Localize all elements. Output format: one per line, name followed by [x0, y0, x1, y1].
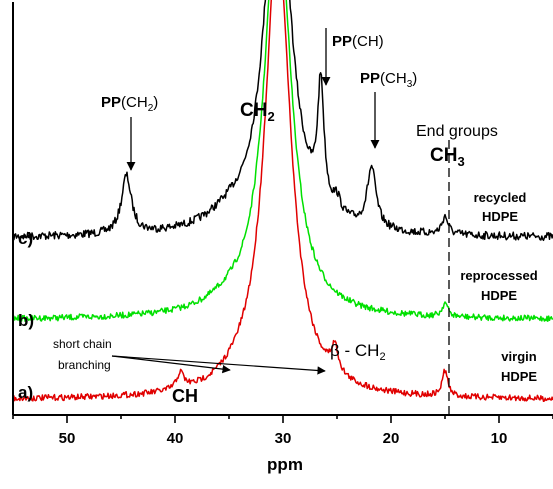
x-tick-label: 40	[167, 430, 184, 447]
pp-ch-label: PP(CH)	[332, 33, 384, 50]
label-virgin: virgin	[501, 349, 536, 364]
x-tick-label: 10	[491, 430, 508, 447]
series-line-recycled-hdpe	[13, 0, 553, 242]
end-groups-label: End groups	[416, 123, 498, 140]
label-recycled-hdpe: HDPE	[482, 209, 518, 224]
marker-a: a)	[18, 383, 33, 402]
ch-branch-label: CH	[172, 386, 198, 406]
label-recycled: recycled	[474, 190, 527, 205]
pp-ch2-label: PP(CH2)	[101, 94, 158, 114]
marker-b: b)	[18, 311, 34, 330]
beta-ch2-label: β - CH2	[330, 341, 386, 363]
label-virgin-hdpe: HDPE	[501, 369, 537, 384]
series-line-reprocessed-hdpe	[13, 0, 553, 323]
label-reprocessed: reprocessed	[460, 268, 537, 283]
label-reprocessed-hdpe: HDPE	[481, 288, 517, 303]
ch-branch-arrow	[111, 355, 231, 374]
x-tick-label: 20	[383, 430, 400, 447]
x-tick-label: 50	[59, 430, 76, 447]
short-chain-label-1: short chain	[53, 337, 112, 351]
ch2-peak-label: CH2	[240, 100, 275, 124]
pp-ch3-label: PP(CH3)	[360, 70, 417, 90]
short-chain-label-2: branching	[58, 358, 111, 372]
series-line-virgin-hdpe	[13, 0, 553, 403]
spectra-group	[13, 0, 553, 403]
x-tick-label: 30	[275, 430, 292, 447]
marker-c: c)	[18, 229, 33, 248]
beta-ch2-arrow	[111, 355, 326, 375]
x-ticks: 50 40 30 20 10	[12, 415, 553, 447]
ch3-end-group-label: CH3	[430, 145, 465, 169]
x-axis-label: ppm	[267, 455, 303, 474]
